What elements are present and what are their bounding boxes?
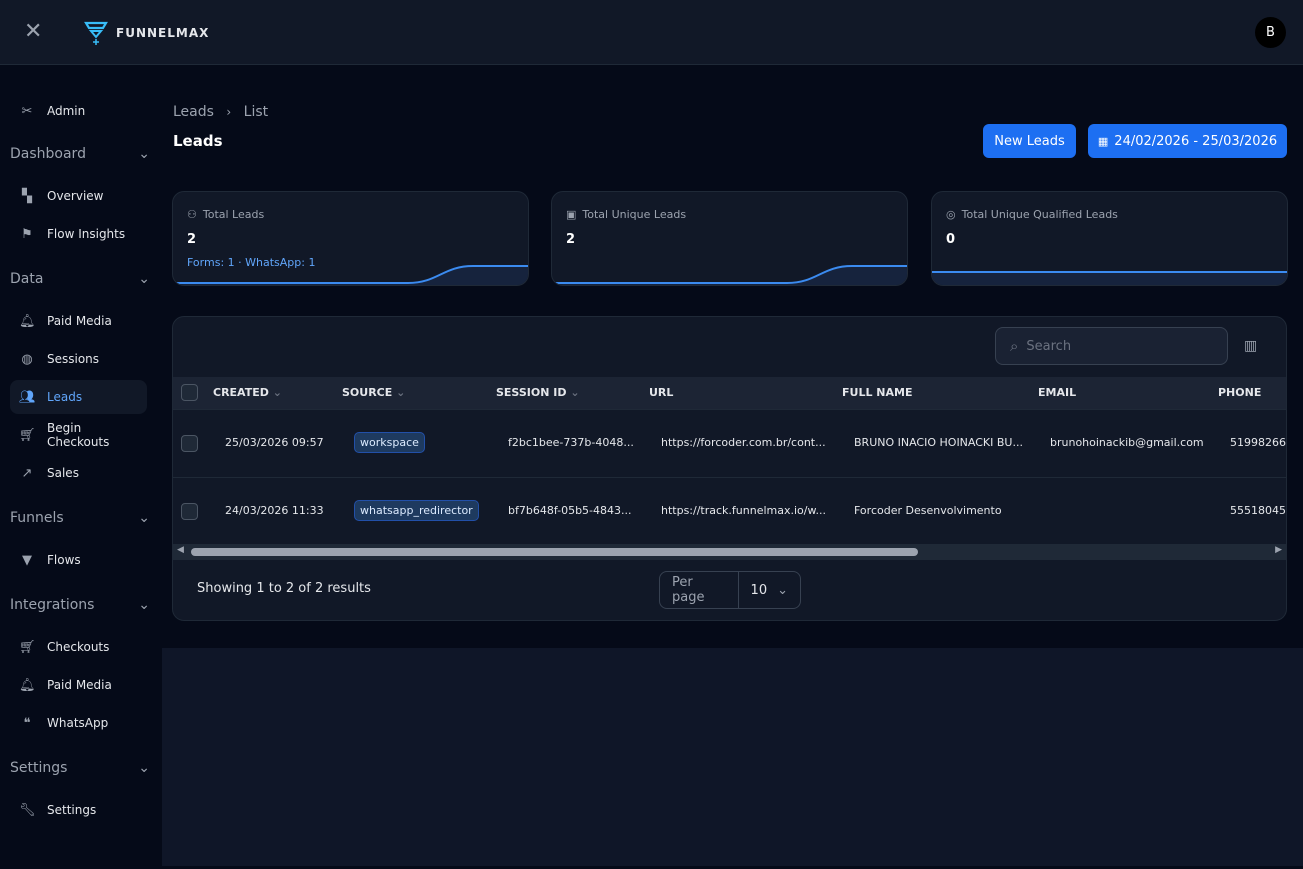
sidebar-section-funnels[interactable]: Funnels ⌄ — [10, 510, 150, 526]
sidebar-item-flow-insights[interactable]: ⚑ Flow Insights — [10, 217, 147, 251]
column-source[interactable]: SOURCE ⌄ — [342, 386, 406, 399]
table-row[interactable]: 25/03/2026 09:57 workspace f2bc1bee-737b… — [173, 409, 1286, 477]
sidebar-item-paid-media[interactable]: 🔔︎ Paid Media — [19, 313, 112, 329]
sidebar-item-checkouts[interactable]: 🛒︎ Checkouts — [19, 639, 110, 655]
sidebar-item-flows[interactable]: ▼ Flows — [10, 543, 147, 577]
users-icon: 👥︎ — [19, 389, 36, 405]
avatar[interactable]: B — [1255, 17, 1286, 48]
horizontal-scrollbar[interactable]: ◀ ▶ — [173, 544, 1286, 560]
total-unique-leads-card: ▣ Total Unique Leads 2 — [551, 191, 908, 286]
logo: FUNNELMAX — [84, 20, 209, 46]
source-badge: whatsapp_redirector — [354, 500, 479, 521]
date-range-button[interactable]: ▦ 24/02/2026 - 25/03/2026 — [1088, 124, 1287, 158]
sidebar-section-dashboard[interactable]: Dashboard ⌄ — [10, 146, 150, 162]
globe-icon: ◍ — [21, 351, 33, 367]
trend-up-icon: ↗ — [21, 465, 33, 481]
total-leads-card: ⚇ Total Leads 2 Forms: 1 · WhatsApp: 1 — [172, 191, 529, 286]
tools-icon: ✂ — [21, 103, 33, 119]
id-card-icon: ▣ — [566, 208, 577, 221]
row-checkbox[interactable] — [181, 435, 198, 452]
funnel-icon: ▼ — [22, 552, 32, 568]
total-unique-qualified-leads-card: ◎ Total Unique Qualified Leads 0 — [931, 191, 1288, 286]
column-phone: PHONE — [1218, 386, 1262, 399]
top-bar: ✕ FUNNELMAX B — [0, 0, 1303, 65]
search-icon: ⌕ — [1010, 337, 1019, 355]
column-full-name: FULL NAME — [842, 386, 913, 399]
content-background — [162, 648, 1303, 866]
sidebar-item-admin[interactable]: ✂ Admin — [10, 94, 147, 128]
row-checkbox[interactable] — [181, 503, 198, 520]
sidebar-section-integrations[interactable]: Integrations ⌄ — [10, 597, 150, 613]
chevron-right-icon: › — [226, 105, 232, 119]
check-circle-icon: ◎ — [946, 208, 956, 221]
table-row[interactable]: 24/03/2026 11:33 whatsapp_redirector bf7… — [173, 477, 1286, 545]
funnel-logo-icon — [84, 21, 108, 45]
table-header: CREATED ⌄ SOURCE ⌄ SESSION ID ⌄ URL FULL… — [173, 377, 1286, 409]
sidebar-item-settings[interactable]: 🔧︎ Settings — [19, 802, 97, 818]
breadcrumb-leads[interactable]: Leads — [173, 104, 214, 120]
chevron-down-icon: ⌄ — [138, 510, 150, 526]
calendar-icon: ▦ — [1097, 134, 1109, 148]
bell-icon: 🔔︎ — [19, 313, 36, 329]
cart-icon: 🛒︎ — [19, 427, 36, 443]
chevron-down-icon: ⌄ — [138, 271, 150, 287]
scroll-right-icon[interactable]: ▶ — [1275, 545, 1282, 555]
chevron-down-icon: ⌄ — [138, 760, 150, 776]
grid-plus-icon: ▚ — [22, 188, 32, 204]
user-plus-icon: ⚇ — [187, 208, 197, 221]
sidebar-item-overview[interactable]: ▚ Overview — [10, 179, 147, 213]
sidebar-item-begin-checkouts[interactable]: 🛒︎ Begin Checkouts — [19, 421, 110, 449]
column-session-id[interactable]: SESSION ID ⌄ — [496, 386, 580, 399]
new-leads-button[interactable]: New Leads — [983, 124, 1076, 158]
scrollbar-thumb[interactable] — [191, 548, 918, 556]
sidebar-section-data[interactable]: Data ⌄ — [10, 271, 150, 287]
chat-icon: ❝ — [23, 715, 31, 731]
results-summary: Showing 1 to 2 of 2 results — [197, 581, 371, 596]
bell-icon: 🔔︎ — [19, 677, 36, 693]
sidebar-item-whatsapp[interactable]: ❝ WhatsApp — [10, 706, 147, 740]
chevron-down-icon: ⌄ — [138, 597, 150, 613]
sidebar-item-paid-media[interactable]: 🔔︎ Paid Media — [19, 677, 112, 693]
close-icon[interactable]: ✕ — [24, 19, 43, 44]
scroll-left-icon[interactable]: ◀ — [177, 545, 184, 555]
leads-table: ⌕ Search ▥ CREATED ⌄ SOURCE ⌄ SESSION ID … — [172, 316, 1287, 621]
flag-icon: ⚑ — [21, 226, 33, 242]
sparkline — [932, 271, 1287, 285]
breadcrumb-list: List — [243, 104, 269, 120]
breadcrumb: Leads › List — [173, 104, 268, 120]
search-input[interactable]: ⌕ Search — [995, 327, 1228, 365]
page-title: Leads — [173, 132, 223, 150]
wrench-icon: 🔧︎ — [19, 802, 36, 818]
sidebar-section-settings[interactable]: Settings ⌄ — [10, 760, 150, 776]
chevron-down-icon: ⌄ — [138, 146, 150, 162]
columns-toggle-icon[interactable]: ▥ — [1244, 338, 1258, 354]
sidebar-item-sessions[interactable]: ◍ Sessions — [10, 342, 147, 376]
source-badge: workspace — [354, 432, 425, 453]
per-page-select[interactable]: Per page 10 ⌄ — [659, 571, 801, 609]
chevron-down-icon: ⌄ — [777, 582, 788, 598]
column-email: EMAIL — [1038, 386, 1077, 399]
select-all-checkbox[interactable] — [181, 384, 198, 401]
sidebar-item-leads[interactable]: 👥︎ Leads — [10, 380, 147, 414]
cart-icon: 🛒︎ — [19, 639, 36, 655]
column-url: URL — [649, 386, 674, 399]
sidebar: ✂ Admin Dashboard ⌄ ▚ Overview ⚑ Flow Insights… — [0, 65, 162, 869]
column-created[interactable]: CREATED ⌄ — [213, 386, 282, 399]
sidebar-item-sales[interactable]: ↗ Sales — [10, 456, 147, 490]
sparkline — [552, 265, 907, 285]
sparkline — [173, 265, 528, 285]
